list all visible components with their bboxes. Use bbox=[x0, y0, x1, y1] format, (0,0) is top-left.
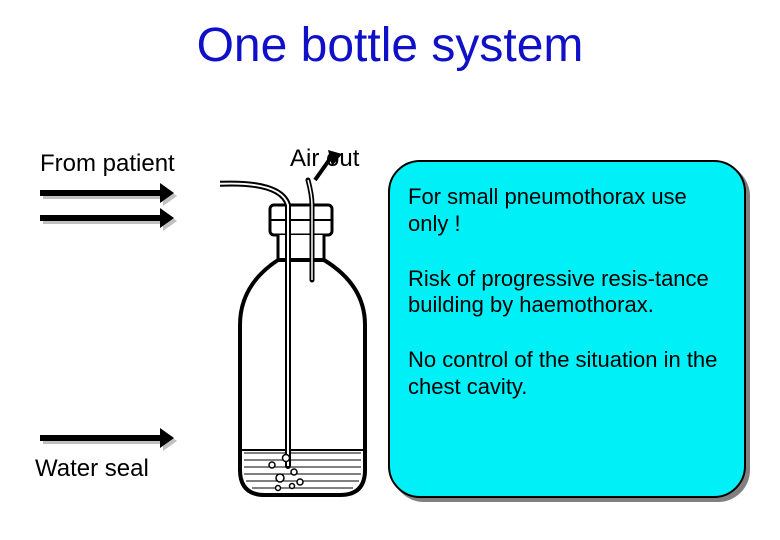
arrow-from-patient-2 bbox=[40, 215, 160, 221]
bottle-diagram bbox=[220, 150, 390, 520]
callout-line-1: For small pneumothorax use only ! bbox=[408, 184, 726, 238]
callout-line-3: No control of the situation in the chest… bbox=[408, 347, 726, 401]
arrow-water-seal bbox=[40, 435, 160, 441]
label-water-seal: Water seal bbox=[35, 455, 149, 483]
label-from-patient: From patient bbox=[40, 150, 175, 178]
arrow-from-patient-1 bbox=[40, 190, 160, 196]
callout-box: For small pneumothorax use only ! Risk o… bbox=[388, 160, 746, 498]
page-title: One bottle system bbox=[0, 18, 780, 73]
callout-line-2: Risk of progressive resis-tance building… bbox=[408, 266, 726, 320]
